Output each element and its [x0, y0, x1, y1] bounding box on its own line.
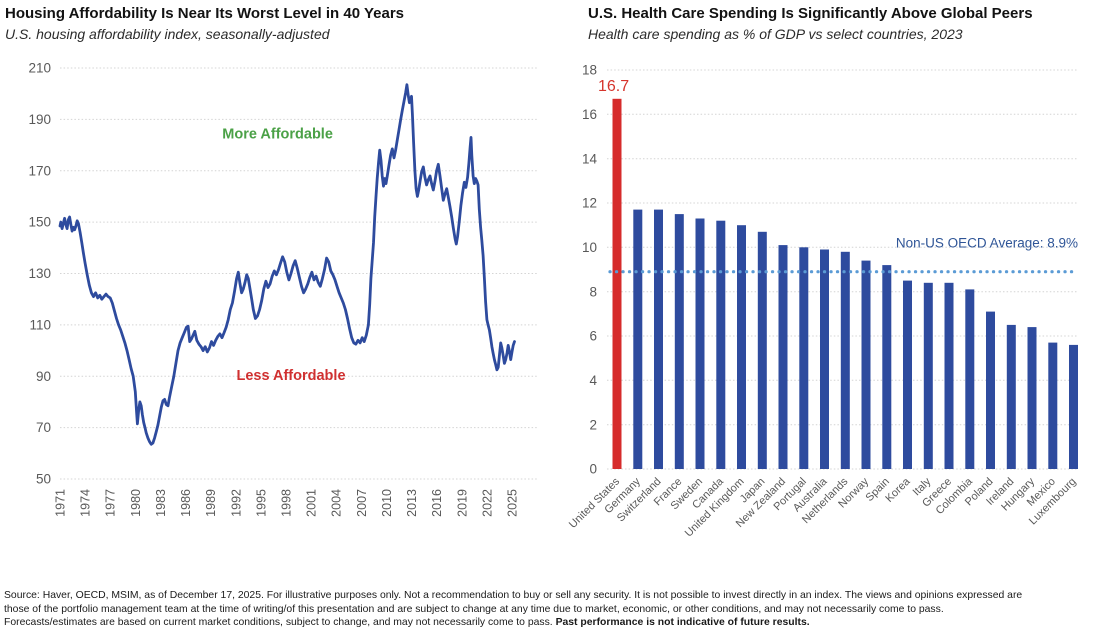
x-axis-tick-label: 1992 [229, 489, 243, 517]
y-axis-tick-label: 90 [36, 369, 51, 384]
housing-chart-title: Housing Affordability Is Near Its Worst … [5, 5, 405, 22]
y-axis-tick-label: 190 [28, 112, 51, 127]
x-axis-tick-label: 1980 [129, 489, 143, 517]
y-axis-tick-label: 14 [582, 151, 598, 166]
bar-japan [757, 231, 767, 469]
x-axis-tick-label: 2022 [480, 489, 494, 517]
bar-canada [716, 220, 726, 469]
healthcare-chart-title: U.S. Health Care Spending Is Significant… [588, 5, 1033, 22]
bar-spain [882, 265, 892, 469]
healthcare-chart-subtitle: Health care spending as % of GDP vs sele… [588, 26, 963, 42]
x-axis-tick-label: 1995 [254, 489, 268, 517]
housing-chart-subtitle: U.S. housing affordability index, season… [5, 26, 330, 42]
y-axis-tick-label: 70 [36, 420, 51, 435]
y-axis-tick-label: 8 [589, 284, 597, 299]
bar-new-zealand [778, 245, 788, 469]
x-axis-tick-label: 2016 [430, 489, 444, 517]
bar-hungary [1027, 327, 1037, 469]
bar-germany [633, 209, 643, 469]
bar-korea [903, 280, 912, 469]
y-axis-tick-label: 2 [589, 417, 597, 432]
bar-switzerland [654, 209, 663, 469]
bar-colombia [965, 289, 975, 469]
x-axis-tick-label: 1971 [54, 489, 68, 517]
y-axis-tick-label: 170 [28, 163, 51, 178]
bar-luxembourg [1069, 344, 1078, 469]
disclaimer-footer: Source: Haver, OECD, MSIM, as of Decembe… [4, 589, 1093, 630]
bar-mexico [1048, 342, 1058, 469]
footer-line-3: Forecasts/estimates are based on current… [4, 616, 1093, 630]
footer-line-2: those of the portfolio management team a… [4, 603, 944, 615]
y-axis-tick-label: 110 [29, 318, 51, 333]
footer-line-3-bold: Past performance is not indicative of fu… [555, 617, 810, 628]
bar-italy [923, 282, 933, 469]
bar-ireland [1006, 324, 1016, 469]
y-axis-tick-label: 50 [36, 472, 51, 487]
y-axis-tick-label: 12 [582, 196, 597, 211]
x-axis-tick-label: 2007 [355, 489, 369, 517]
bar-norway [861, 260, 871, 469]
country-tick-label: Korea [883, 475, 913, 505]
bar-united-states [612, 98, 622, 470]
oecd-average-label: Non-US OECD Average: 8.9% [896, 236, 1078, 251]
y-axis-tick-label: 4 [589, 373, 597, 388]
y-axis-tick-label: 6 [589, 329, 597, 344]
x-axis-tick-label: 1986 [179, 489, 193, 517]
y-axis-tick-label: 150 [28, 215, 51, 230]
x-axis-tick-label: 1989 [204, 489, 218, 517]
x-axis-tick-label: 1974 [79, 489, 93, 517]
y-axis-tick-label: 210 [28, 61, 51, 76]
footer-line-1: Source: Haver, OECD, MSIM, as of Decembe… [4, 590, 1023, 601]
x-axis-tick-label: 2004 [330, 489, 344, 517]
x-axis-tick-label: 2010 [380, 489, 394, 517]
us-bar-value-label: 16.7 [598, 78, 629, 95]
annotation-more-affordable: More Affordable [222, 127, 333, 143]
annotation-less-affordable: Less Affordable [236, 368, 345, 384]
x-axis-tick-label: 2013 [405, 489, 419, 517]
y-axis-tick-label: 130 [28, 266, 51, 281]
y-axis-tick-label: 0 [589, 462, 597, 477]
affordability-index-line-series [58, 83, 516, 446]
bar-sweden [695, 218, 705, 469]
bar-australia [820, 249, 829, 469]
housing-affordability-line-chart: 50 70 90 110 130 150 170 190 210 1971 1974 1977 1980… [28, 61, 537, 517]
x-axis-tick-label: 2019 [455, 489, 469, 517]
x-axis-tick-label: 1998 [280, 489, 294, 517]
x-axis-tick-label: 2001 [305, 489, 319, 517]
footer-line-3-text: Forecasts/estimates are based on current… [4, 617, 556, 628]
bar-netherlands [840, 251, 850, 469]
x-axis-tick-label: 1977 [104, 489, 118, 517]
bar-portugal [799, 247, 809, 469]
bar-greece [944, 282, 954, 469]
y-axis-tick-label: 16 [582, 107, 597, 122]
bar-france [674, 214, 684, 469]
y-axis-tick-label: 10 [582, 240, 597, 255]
y-axis-tick-label: 18 [582, 63, 597, 78]
x-axis-tick-label: 1983 [154, 489, 168, 517]
bar-poland [986, 311, 995, 469]
bar-united-kingdom [737, 225, 746, 469]
x-axis-tick-label: 2025 [506, 489, 520, 517]
